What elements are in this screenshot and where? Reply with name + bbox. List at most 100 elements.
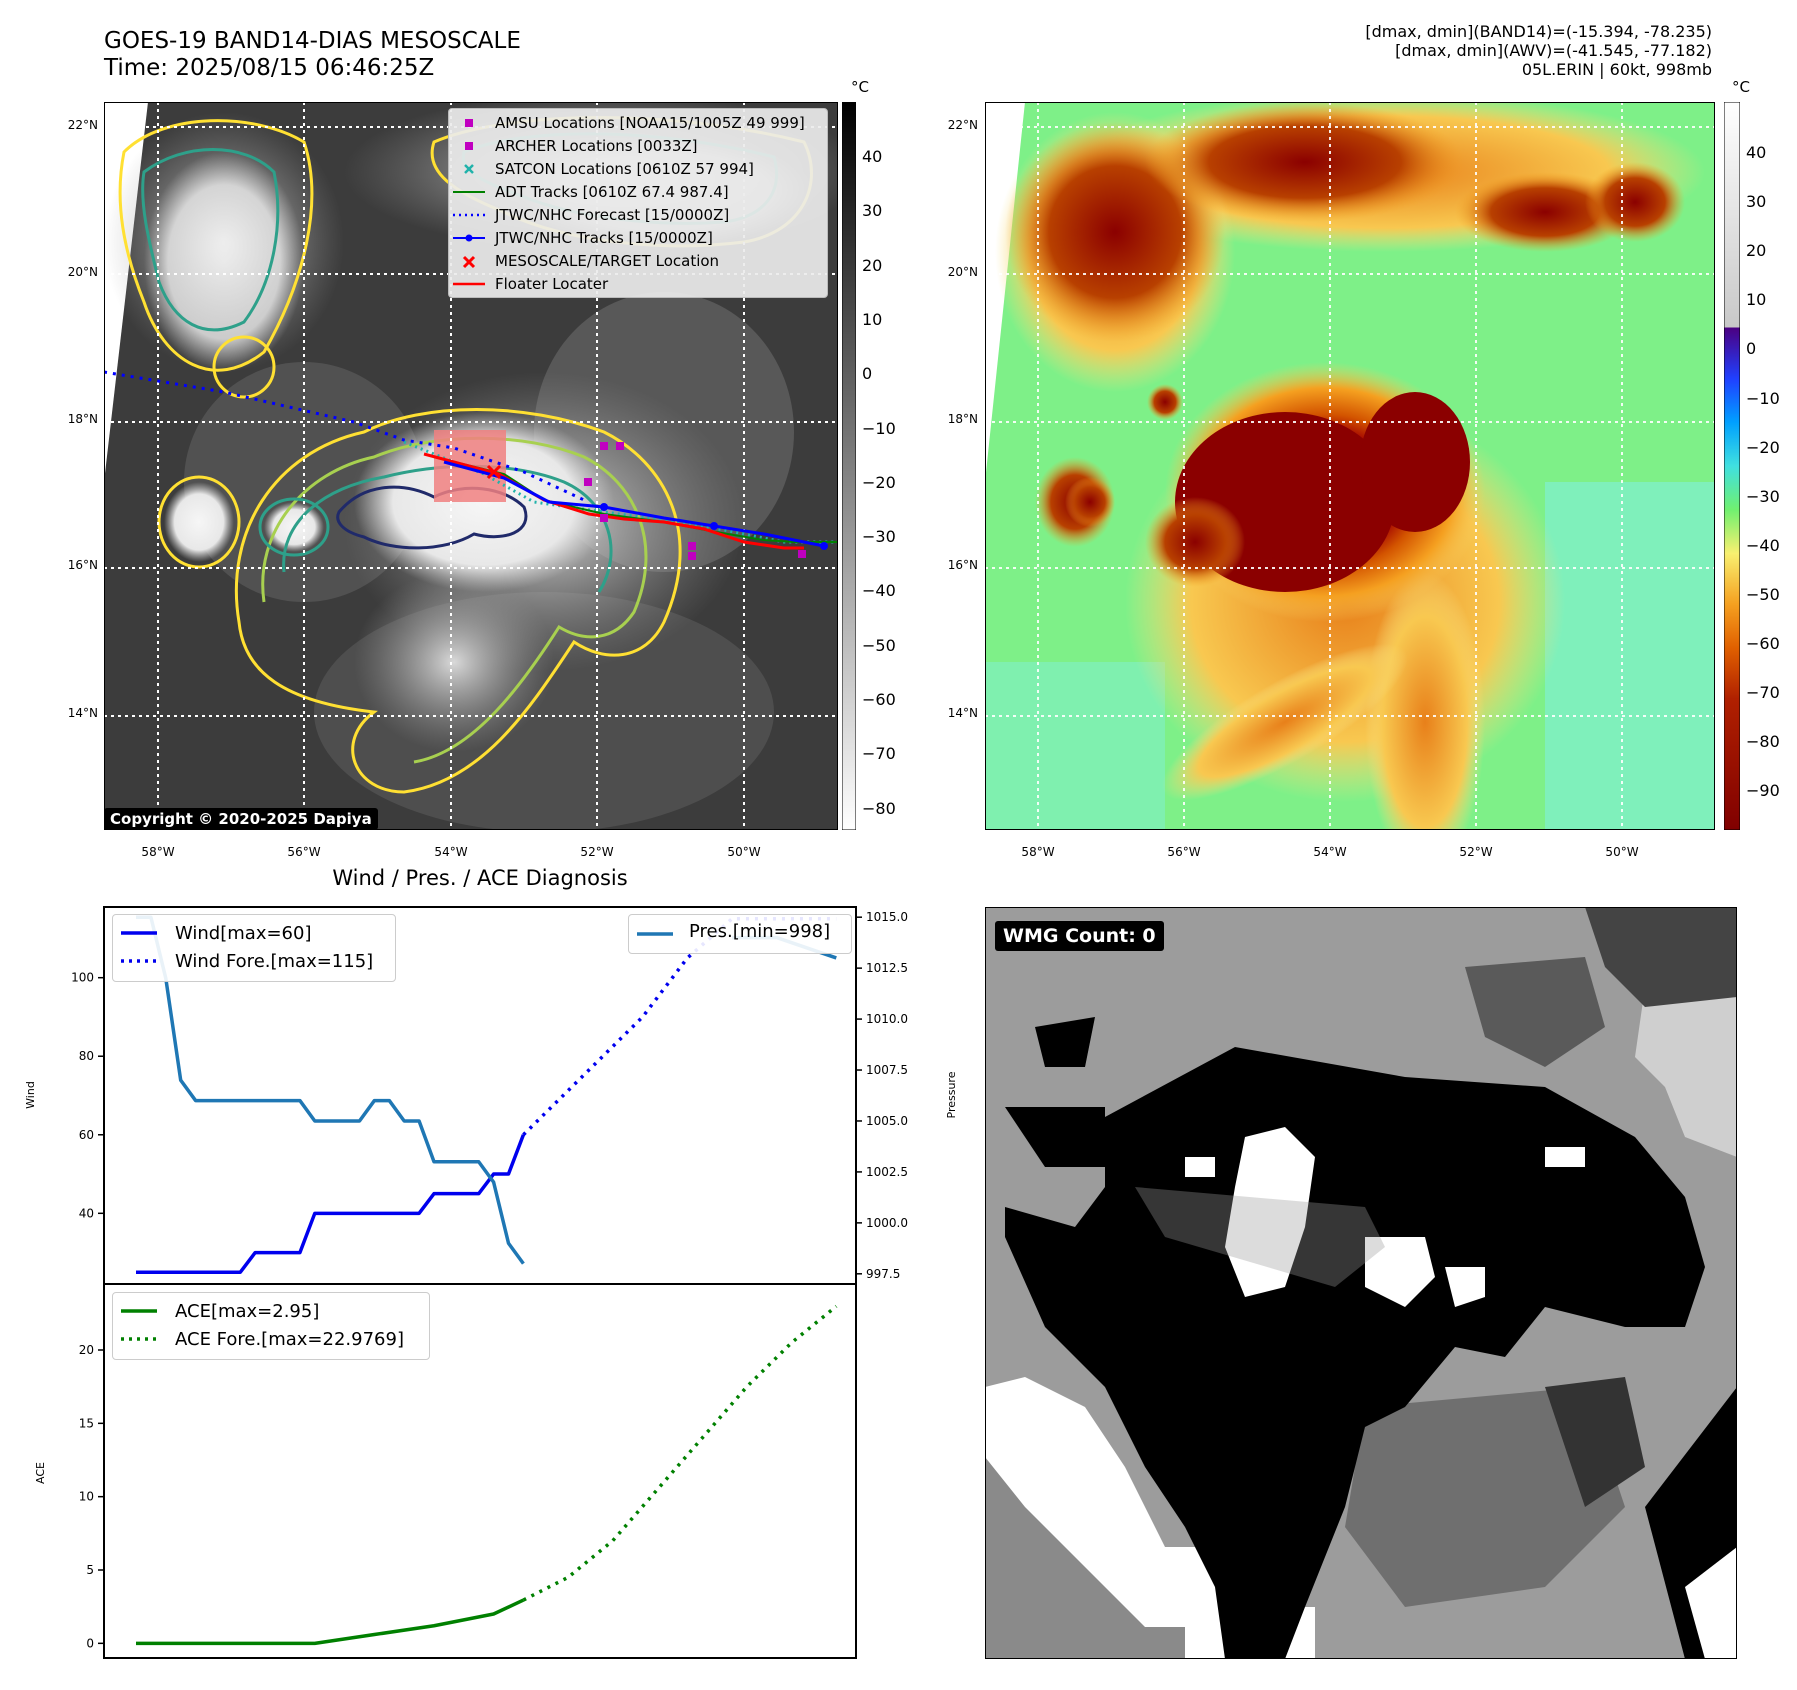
legend-archer: ARCHER Locations [0033Z] [495,137,698,155]
colorbar-right [1724,102,1740,830]
lon-label: 50°W [1605,845,1639,859]
colorbar-right-tick: 0 [1746,339,1757,359]
legend-tracks: JTWC/NHC Tracks [15/0000Z] [495,229,713,247]
colorbar-left-tick: −10 [862,418,896,438]
ace-ytick-label: 10 [79,1490,94,1504]
ace-ytick-label: 5 [86,1563,94,1577]
ace-legend-markers [121,1309,157,1341]
lon-label: 56°W [287,845,321,859]
legend-wind: Wind[max=60] [175,923,312,944]
wind-ytick-label: 80 [79,1049,94,1063]
ace-ytick-label: 0 [86,1636,94,1650]
wind-ytick-label: 60 [79,1128,94,1142]
info-line-1: [dmax, dmin](BAND14)=(-15.394, -78.235) [1365,22,1712,41]
wmg-panel [985,907,1737,1659]
lat-label: 20°N [67,265,98,279]
ace-panel-frame [103,1283,857,1659]
pressure-ytick-label: 1015.0 [866,910,908,924]
wind-panel-series-2 [136,915,525,1265]
wind-ylabel: Wind [24,1081,37,1109]
lon-label: 54°W [434,845,468,859]
pressure-ytick-label: 1010.0 [866,1012,908,1026]
ace-ytick-label: 15 [79,1416,94,1430]
pressure-ytick-label: 997.5 [866,1267,900,1281]
legend-ace-fore: ACE Fore.[max=22.9769] [175,1329,404,1350]
lon-label: 52°W [1459,845,1493,859]
ace-series-0 [136,1598,525,1646]
lat-label: 18°N [947,412,978,426]
title-line-1: GOES-19 BAND14-DIAS MESOSCALE [104,28,521,54]
ace-axes: 0 5 10 15 20 [79,1304,838,1650]
map-legend: AMSU Locations [NOAA15/1005Z 49 999] ARC… [448,108,828,298]
lat-label: 22°N [67,118,98,132]
pressure-ytick-label: 1007.5 [866,1063,908,1077]
colorbar-left-tick: 20 [862,255,883,275]
pressure-ylabel: Pressure [945,1071,958,1118]
lat-label: 16°N [947,558,978,572]
legend-adt: ADT Tracks [0610Z 67.4 987.4] [495,183,729,201]
legend-satcon: SATCON Locations [0610Z 57 994] [495,160,754,178]
lon-label: 56°W [1167,845,1201,859]
lon-label: 58°W [141,845,175,859]
colorbar-right-tick: −30 [1746,486,1780,506]
info-line-3: 05L.ERIN | 60kt, 998mb [1521,60,1712,79]
lat-label: 18°N [67,412,98,426]
wind-ytick-label: 100 [71,971,94,985]
colorbar-left [842,102,856,830]
colorbar-right-tick: 10 [1746,290,1767,310]
colorbar-left-tick: −40 [862,581,896,601]
colorbar-right-tick: −50 [1746,584,1780,604]
colorbar-left-tick: −30 [862,527,896,547]
ace-series-1 [522,1304,838,1602]
colorbar-right-tick: −10 [1746,388,1780,408]
pressure-ytick-label: 1005.0 [866,1114,908,1128]
lon-label: 54°W [1313,845,1347,859]
lon-label: 50°W [727,845,761,859]
legend-forecast: JTWC/NHC Forecast [15/0000Z] [495,206,730,224]
pres-legend-marker [637,932,673,936]
ir-map-right [985,102,1715,830]
copyright-badge: Copyright © 2020-2025 Dapiya [104,808,378,830]
colorbar-left-tick: −20 [862,472,896,492]
lat-label: 14°N [947,706,978,720]
lat-label: 16°N [67,558,98,572]
main-title: GOES-19 BAND14-DIAS MESOSCALE Time: 2025… [104,28,521,82]
wmg-count-badge: WMG Count: 0 [995,921,1164,951]
ace-ylabel: ACE [34,1462,47,1484]
lon-label: 58°W [1021,845,1055,859]
colorbar-right-tick: −40 [1746,535,1780,555]
wind-legend: Wind[max=60] Wind Fore.[max=115] [112,914,396,982]
ace-ytick-label: 20 [79,1343,94,1357]
colorbar-right-unit: °C [1732,78,1750,96]
pres-legend: Pres.[min=998] [628,914,852,954]
colorbar-left-tick: 0 [862,364,873,384]
colorbar-left-tick: 10 [862,309,883,329]
colorbar-left-tick: 40 [862,147,883,166]
info-line-2: [dmax, dmin](AWV)=(-41.545, -77.182) [1395,41,1712,60]
pressure-ytick-label: 1012.5 [866,961,908,975]
pressure-ytick-label: 1002.5 [866,1165,908,1179]
wind-panel-series-0 [136,1134,526,1274]
colorbar-left-tick: −70 [862,744,896,764]
colorbar-right-tick: −20 [1746,437,1780,457]
colorbar-right-tick: 30 [1746,192,1767,212]
colorbar-right-tick: −90 [1746,781,1780,801]
colorbar-right-tick: −80 [1746,732,1780,752]
colorbar-left-tick: −80 [862,798,896,818]
colorbar-left-unit: °C [851,78,869,96]
colorbar-right-tick: −70 [1746,683,1780,703]
colorbar-left-tick: 30 [862,201,883,221]
legend-labels: AMSU Locations [NOAA15/1005Z 49 999] ARC… [495,112,805,296]
legend-pres: Pres.[min=998] [689,921,831,942]
legend-wind-fore: Wind Fore.[max=115] [175,951,374,972]
colorbar-right-tick: 40 [1746,143,1767,162]
ace-legend: ACE[max=2.95] ACE Fore.[max=22.9769] [112,1292,430,1360]
info-block: [dmax, dmin](BAND14)=(-15.394, -78.235) … [1365,22,1712,79]
legend-floater: Floater Locater [495,275,609,293]
colorbar-right-tick: −60 [1746,634,1780,653]
diagnosis-title: Wind / Pres. / ACE Diagnosis [332,866,628,890]
legend-markers [453,119,485,286]
lon-label: 52°W [580,845,614,859]
wind-ytick-label: 40 [79,1206,94,1220]
wind-legend-markers [121,931,157,963]
